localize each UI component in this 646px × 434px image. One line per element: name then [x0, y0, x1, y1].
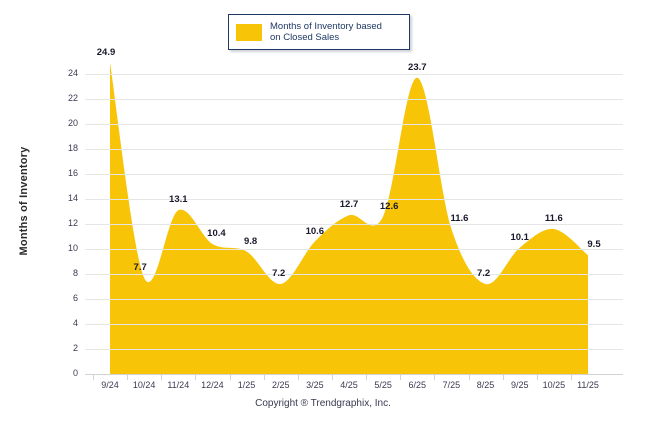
data-point-label: 23.7	[408, 61, 427, 73]
y-axis-tick-label: 18	[67, 143, 78, 153]
x-axis-tick-label: 7/25	[442, 380, 461, 390]
x-axis-tick-mark	[502, 375, 504, 380]
data-point-label: 7.2	[476, 268, 491, 279]
x-axis-tick-label: 4/25	[340, 380, 358, 390]
x-axis-tick-label: 12/24	[201, 380, 224, 390]
data-point-label: 9.8	[243, 235, 258, 247]
y-axis-tick-label: 12	[67, 218, 78, 228]
x-axis-tick-mark	[332, 375, 333, 380]
gridline	[85, 349, 623, 350]
data-point-label: 7.7	[133, 261, 147, 273]
y-axis-tick-label: 22	[67, 93, 78, 103]
y-axis-tick-label: 2	[72, 343, 78, 353]
area-series-path	[110, 62, 588, 374]
x-axis-line	[85, 374, 623, 375]
x-axis-tick-mark	[161, 375, 163, 380]
gridline	[85, 199, 623, 200]
gridline	[85, 324, 623, 325]
x-axis-tick-mark	[400, 375, 402, 380]
x-axis-tick-mark	[93, 375, 94, 380]
gridline	[85, 74, 623, 75]
data-point-label: 9.5	[587, 239, 601, 251]
x-axis-tick-label: 11/25	[577, 380, 599, 390]
data-point-label: 10.6	[305, 225, 325, 237]
gridline	[85, 299, 623, 300]
y-axis-tick-label: 24	[67, 68, 78, 78]
data-point-label: 7.2	[272, 268, 286, 279]
x-axis-tick-mark	[263, 375, 265, 380]
gridline	[85, 149, 623, 150]
copyright-note: Copyright ® Trendgraphix, Inc.	[255, 398, 391, 409]
y-axis-tick-label: 20	[67, 118, 78, 128]
gridline	[85, 249, 623, 250]
chart-legend: Months of Inventory based on Closed Sale…	[228, 14, 410, 50]
y-axis-tick-label: 6	[72, 293, 78, 303]
x-axis-tick-mark	[297, 375, 299, 380]
y-axis-tick-label: 0	[72, 368, 78, 378]
gridline	[85, 174, 623, 175]
x-axis-tick-label: 2/25	[271, 380, 290, 390]
x-axis-tick-label: 11/24	[167, 380, 190, 390]
x-axis-tick-mark	[536, 375, 538, 380]
y-axis-tick-label: 10	[67, 243, 78, 253]
x-axis-tick-label: 10/25	[542, 380, 566, 390]
data-point-label: 10.1	[510, 231, 529, 243]
y-axis-tick-label: 16	[67, 168, 78, 178]
data-point-label: 24.9	[96, 46, 116, 58]
x-axis-tick-mark	[195, 375, 197, 380]
x-axis-tick-mark	[571, 375, 572, 380]
x-axis-tick-mark	[229, 375, 231, 380]
x-axis-tick-label: 9/25	[510, 380, 529, 390]
x-axis-tick-mark	[434, 375, 436, 380]
x-axis-tick-mark	[366, 375, 368, 380]
y-axis-tick-label: 4	[72, 318, 78, 328]
x-axis-tick-mark	[468, 375, 470, 380]
x-axis-tick-label: 10/24	[132, 380, 156, 390]
gridline	[85, 224, 623, 225]
gridline	[85, 124, 623, 125]
x-axis-tick-label: 6/25	[408, 380, 427, 390]
data-point-label: 11.6	[544, 213, 563, 224]
legend-color-swatch-icon	[236, 23, 262, 41]
gridline	[85, 274, 623, 275]
x-axis-tick-label: 8/25	[476, 380, 495, 390]
x-axis-tick-label: 9/24	[101, 380, 119, 390]
data-point-label: 13.1	[169, 194, 188, 206]
x-axis-tick-label: 5/25	[374, 380, 392, 390]
data-point-label: 12.6	[379, 200, 399, 212]
y-axis-title: Months of Inventory	[18, 146, 30, 256]
gridline	[85, 99, 623, 100]
data-point-label: 11.6	[450, 213, 469, 224]
data-point-label: 10.4	[207, 228, 226, 239]
x-axis-tick-mark	[127, 375, 129, 380]
data-point-label: 12.7	[339, 199, 359, 211]
x-axis-tick-label: 3/25	[306, 380, 324, 390]
legend-label: Months of Inventory based on Closed Sale…	[270, 20, 382, 44]
y-axis-tick-label: 8	[72, 268, 78, 278]
x-axis-tick-label: 1/25	[237, 380, 256, 390]
y-axis-tick-label: 14	[67, 193, 78, 203]
